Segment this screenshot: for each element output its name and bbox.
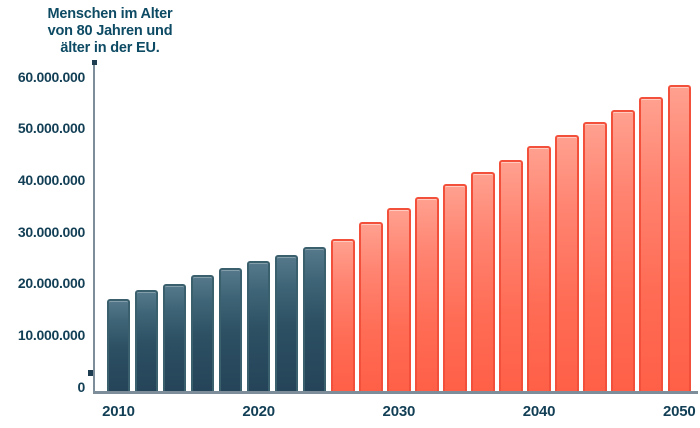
y-axis-notch xyxy=(88,370,93,376)
y-tick-label-0: 0 xyxy=(77,378,86,395)
bar-2034 xyxy=(443,184,467,391)
chart-title-line-3: älter in der EU. xyxy=(60,40,160,56)
bar-2028 xyxy=(359,221,383,391)
bar-2038 xyxy=(499,159,523,391)
x-tick-label-2030: 2030 xyxy=(382,403,416,420)
y-tick-label-30.000.000: 30.000.000 xyxy=(17,223,85,240)
bar-2012 xyxy=(134,290,159,391)
bar-2020 xyxy=(246,260,271,391)
bar-2014 xyxy=(162,283,187,391)
chart-title: Menschen im Alter von 80 Jahren und älte… xyxy=(20,6,200,57)
chart-title-line-1: Menschen im Alter xyxy=(47,6,173,22)
y-tick-label-60.000.000: 60.000.000 xyxy=(17,68,85,85)
y-axis-top-cap xyxy=(92,60,97,65)
bar-2024 xyxy=(302,246,327,391)
bar-2022 xyxy=(274,254,299,391)
chart-title-line-2: von 80 Jahren und xyxy=(47,23,173,39)
bar-2044 xyxy=(583,122,607,391)
bar-2032 xyxy=(415,196,439,391)
x-axis-line xyxy=(93,390,698,394)
bar-2040 xyxy=(527,146,551,391)
x-tick-label-2010: 2010 xyxy=(102,403,135,420)
y-tick-label-10.000.000: 10.000.000 xyxy=(17,327,85,344)
y-axis-line xyxy=(92,62,95,393)
bar-2048 xyxy=(639,97,663,391)
x-tick-label-2020: 2020 xyxy=(242,403,275,420)
y-tick-label-50.000.000: 50.000.000 xyxy=(17,120,85,137)
bar-2016 xyxy=(190,275,215,391)
bar-2050 xyxy=(667,85,691,391)
bar-2036 xyxy=(471,171,495,391)
x-tick-label-2040: 2040 xyxy=(522,403,556,420)
bar-2046 xyxy=(611,109,635,391)
bar-2010 xyxy=(106,299,131,391)
x-tick-label-2050: 2050 xyxy=(662,403,696,420)
bar-2042 xyxy=(555,134,579,391)
y-tick-label-20.000.000: 20.000.000 xyxy=(17,275,85,292)
y-tick-label-40.000.000: 40.000.000 xyxy=(17,172,85,189)
bar-2030 xyxy=(387,208,411,391)
bar-2018 xyxy=(218,268,243,391)
bar-2026 xyxy=(331,239,355,391)
